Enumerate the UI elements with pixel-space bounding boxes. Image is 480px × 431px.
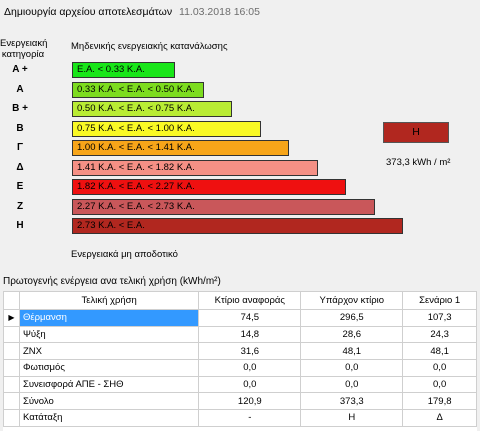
table-row[interactable]: Κατάταξη - H Δ — [3, 409, 477, 427]
cell-reference[interactable]: 0,0 — [198, 359, 302, 377]
grid-header-row: Τελική χρήση Κτίριο αναφοράς Υπάρχον κτί… — [3, 291, 477, 310]
row-header[interactable] — [3, 409, 20, 427]
cell-existing[interactable]: 373,3 — [300, 392, 404, 411]
report-header: Δημιουργία αρχείου αποτελεσμάτων 11.03.2… — [4, 6, 260, 18]
cell-existing[interactable]: 0,0 — [300, 359, 404, 377]
class-bar: E.A. < 0.33 K.A. — [72, 62, 175, 78]
scale-bottom-label: Ενεργειακά μη αποδοτικό — [71, 249, 178, 260]
cell-scenario[interactable]: Δ — [402, 409, 477, 427]
table-row[interactable]: ZNX 31,6 48,1 48,1 — [3, 342, 477, 361]
cell-reference[interactable]: 31,6 — [198, 342, 302, 361]
cell-use-name[interactable]: ZNX — [18, 342, 200, 361]
scale-top-label: Μηδενικής ενεργειακής κατανάλωσης — [71, 41, 228, 52]
table-row[interactable]: Φωτισμός 0,0 0,0 0,0 — [3, 359, 477, 377]
class-bar: 1.00 K.A. < E.A. < 1.41 K.A. — [72, 140, 289, 156]
cell-reference[interactable]: 14,8 — [198, 325, 302, 344]
class-letter: Δ — [16, 161, 24, 173]
col-header-use[interactable]: Τελική χρήση — [18, 291, 200, 310]
class-bar: 2.73 K.A. < E.A. — [72, 218, 403, 234]
header-title: Δημιουργία αρχείου αποτελεσμάτων — [4, 6, 173, 18]
class-letter: Γ — [16, 142, 23, 153]
results-grid[interactable]: Τελική χρήση Κτίριο αναφοράς Υπάρχον κτί… — [3, 291, 477, 427]
table-row[interactable]: ▶ Θέρμανση 74,5 296,5 107,3 — [3, 309, 477, 327]
cell-scenario[interactable]: 48,1 — [402, 342, 477, 361]
cell-use-name[interactable]: Ψύξη — [18, 325, 200, 344]
cell-scenario[interactable]: 179,8 — [402, 392, 477, 411]
cell-existing[interactable]: H — [300, 409, 404, 427]
class-letter: Z — [16, 200, 24, 212]
row-header-corner — [3, 291, 20, 310]
cell-use-name[interactable]: Σύνολο — [18, 392, 200, 411]
cell-scenario[interactable]: 24,3 — [402, 325, 477, 344]
cell-existing[interactable]: 0,0 — [300, 375, 404, 394]
class-bar: 1.41 K.A. < E.A. < 1.82 K.A. — [72, 159, 318, 176]
cell-use-name[interactable]: Φωτισμός — [18, 359, 200, 377]
row-header[interactable]: ▶ — [3, 309, 20, 327]
category-column-label: Ενεργειακή κατηγορία — [0, 38, 48, 60]
class-bar: 0.75 K.A. < E.A. < 1.00 K.A. — [72, 120, 261, 137]
cell-existing[interactable]: 48,1 — [300, 342, 404, 361]
table-row[interactable]: Συνεισφορά ΑΠΕ - ΣΗΘ 0,0 0,0 0,0 — [3, 375, 477, 394]
cell-existing[interactable]: 296,5 — [300, 309, 404, 327]
class-letter: E — [16, 181, 24, 192]
col-header-reference[interactable]: Κτίριο αναφοράς — [198, 291, 302, 310]
class-letter: A + — [12, 64, 28, 75]
result-class-badge: H — [383, 122, 449, 143]
header-timestamp: 11.03.2018 16:05 — [179, 6, 260, 18]
col-header-scenario[interactable]: Σενάριο 1 — [402, 291, 477, 310]
class-letter: H — [16, 220, 24, 231]
cell-use-name[interactable]: Θέρμανση — [18, 309, 200, 327]
row-header[interactable] — [3, 325, 20, 344]
row-header[interactable] — [3, 342, 20, 361]
class-bar: 0.33 K.A. < E.A. < 0.50 K.A. — [72, 81, 204, 98]
cell-reference[interactable]: - — [198, 409, 302, 427]
cell-existing[interactable]: 28,6 — [300, 325, 404, 344]
class-bar: 0.50 K.A. < E.A. < 0.75 K.A. — [72, 101, 232, 117]
row-header[interactable] — [3, 392, 20, 411]
cell-use-name[interactable]: Συνεισφορά ΑΠΕ - ΣΗΘ — [18, 375, 200, 394]
row-header[interactable] — [3, 359, 20, 377]
col-header-existing[interactable]: Υπάρχον κτίριο — [300, 291, 404, 310]
cell-reference[interactable]: 74,5 — [198, 309, 302, 327]
cell-reference[interactable]: 120,9 — [198, 392, 302, 411]
cell-scenario[interactable]: 107,3 — [402, 309, 477, 327]
cell-scenario[interactable]: 0,0 — [402, 375, 477, 394]
cell-reference[interactable]: 0,0 — [198, 375, 302, 394]
class-bar: 2.27 K.A. < E.A. < 2.73 K.A. — [72, 198, 375, 215]
class-letter: B + — [12, 103, 28, 114]
class-letter: B — [16, 122, 24, 134]
class-letter: A — [16, 83, 24, 95]
table-row[interactable]: Σύνολο 120,9 373,3 179,8 — [3, 392, 477, 411]
cell-scenario[interactable]: 0,0 — [402, 359, 477, 377]
row-header[interactable] — [3, 375, 20, 394]
result-energy-value: 373,3 kWh / m² — [386, 157, 451, 168]
cell-use-name[interactable]: Κατάταξη — [18, 409, 200, 427]
table-row[interactable]: Ψύξη 14,8 28,6 24,3 — [3, 325, 477, 344]
class-bar: 1.82 K.A. < E.A. < 2.27 K.A. — [72, 179, 346, 195]
table-title: Πρωτογενής ενέργεια ανα τελική χρήση (kW… — [3, 276, 221, 287]
